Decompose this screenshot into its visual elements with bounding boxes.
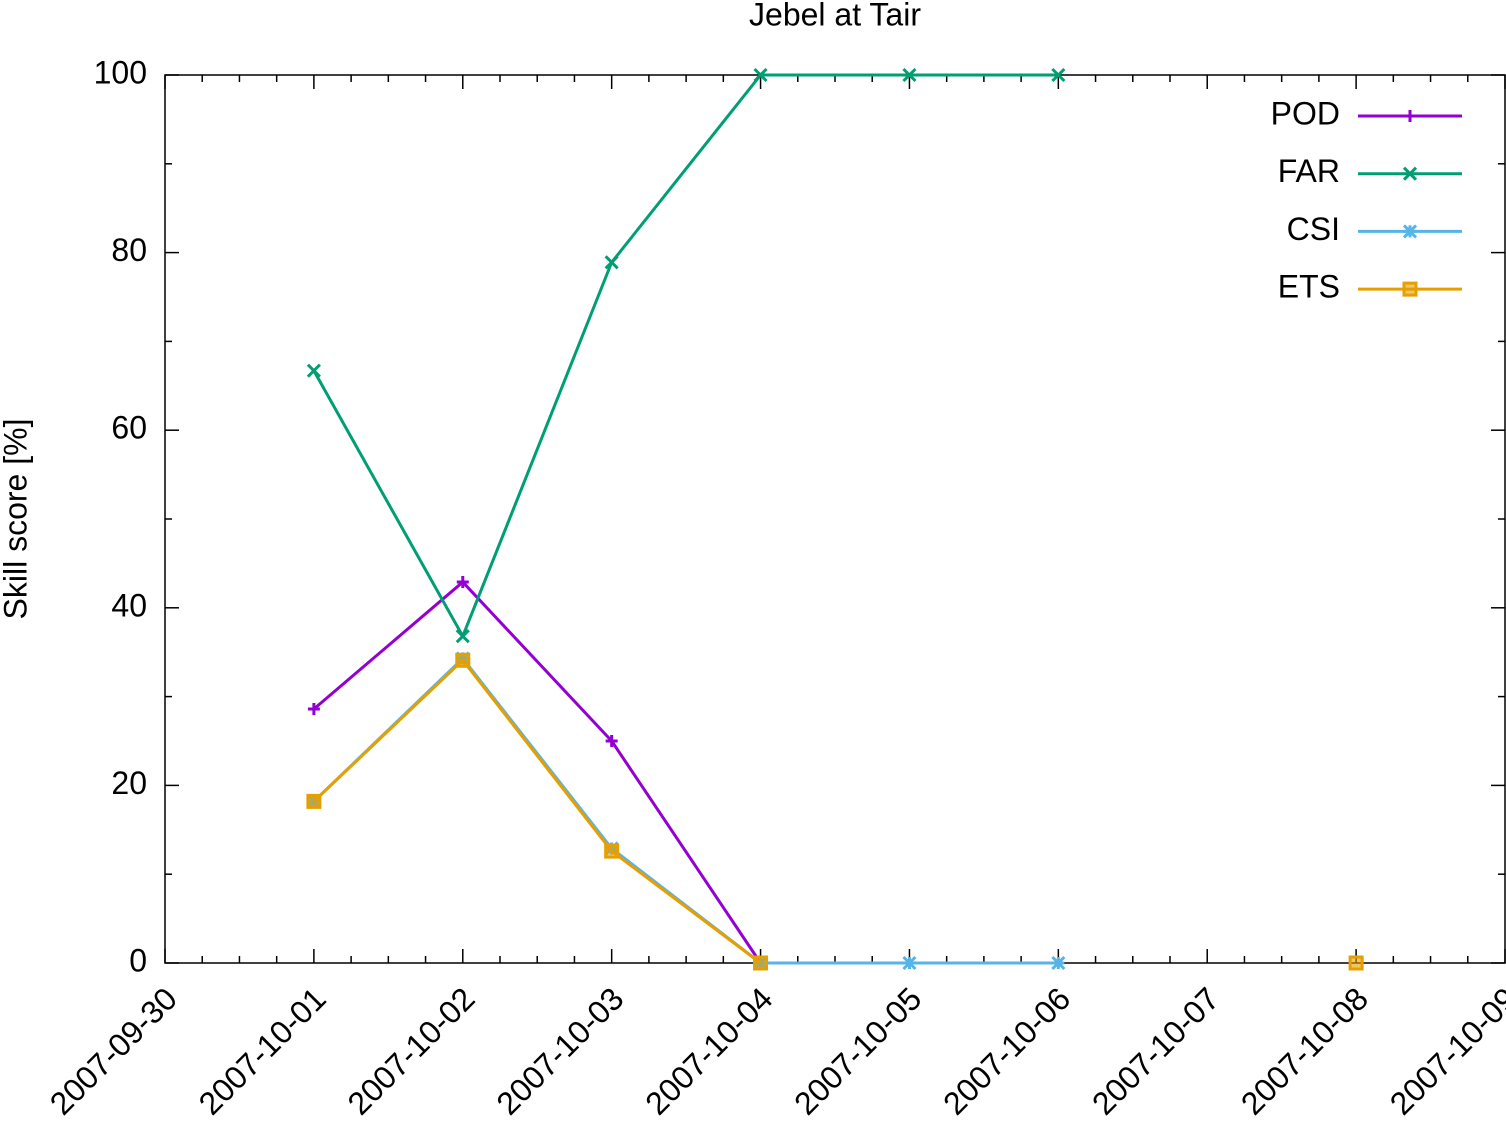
- point-marker: [1402, 281, 1418, 297]
- point-marker: [753, 67, 768, 83]
- y-tick-label: 40: [111, 587, 147, 623]
- series-line: [312, 656, 1059, 965]
- y-tick-label: 60: [111, 410, 147, 446]
- point-marker: [1402, 166, 1418, 181]
- point-marker: [902, 955, 917, 971]
- series: [306, 652, 1364, 971]
- point-marker: [307, 703, 320, 716]
- point-marker: [604, 255, 619, 270]
- series-line: [312, 580, 762, 964]
- series-line: [312, 73, 1059, 638]
- legend-item: ETS: [1278, 269, 1462, 305]
- point-marker: [902, 67, 917, 83]
- point-marker: [753, 955, 769, 971]
- series: [306, 67, 1066, 644]
- legend-label: FAR: [1278, 153, 1340, 189]
- point-marker: [1402, 224, 1418, 239]
- x-tick-label: 2007-10-08: [1234, 980, 1375, 1121]
- legend-item: POD: [1271, 95, 1462, 131]
- x-tick-label: 2007-10-09: [1383, 980, 1506, 1121]
- x-tick-label: 2007-09-30: [43, 980, 184, 1121]
- point-marker: [604, 843, 620, 859]
- legend-item: CSI: [1287, 211, 1462, 247]
- chart-title: Jebel at Tair: [749, 0, 921, 32]
- legend-label: ETS: [1278, 269, 1340, 305]
- x-tick-label: 2007-10-03: [489, 980, 630, 1121]
- y-axis-label: Skill score [%]: [0, 419, 33, 620]
- point-marker: [1404, 110, 1416, 122]
- x-tick-label: 2007-10-05: [787, 980, 928, 1121]
- legend-label: POD: [1271, 95, 1340, 131]
- y-tick-label: 0: [129, 942, 147, 978]
- point-marker: [455, 629, 470, 644]
- legend-label: CSI: [1287, 211, 1340, 247]
- point-marker: [1051, 955, 1066, 971]
- x-tick-label: 2007-10-01: [192, 980, 333, 1121]
- x-tick-label: 2007-10-07: [1085, 980, 1226, 1121]
- y-tick-label: 80: [111, 232, 147, 268]
- point-marker: [605, 735, 618, 747]
- point-marker: [1051, 67, 1066, 83]
- legend-item: FAR: [1278, 153, 1462, 189]
- x-tick-label: 2007-10-06: [936, 980, 1077, 1121]
- y-tick-label: 20: [111, 765, 147, 801]
- y-tick-label: 100: [94, 54, 147, 90]
- plot-frame: [164, 74, 1506, 964]
- point-marker: [306, 793, 322, 809]
- point-marker: [1348, 955, 1364, 971]
- point-marker: [456, 576, 469, 589]
- point-marker: [306, 363, 321, 378]
- series: [307, 576, 767, 969]
- x-tick-label: 2007-10-04: [638, 980, 779, 1121]
- point-marker: [455, 652, 471, 668]
- series-line: [314, 660, 1356, 963]
- x-tick-label: 2007-10-02: [341, 980, 482, 1121]
